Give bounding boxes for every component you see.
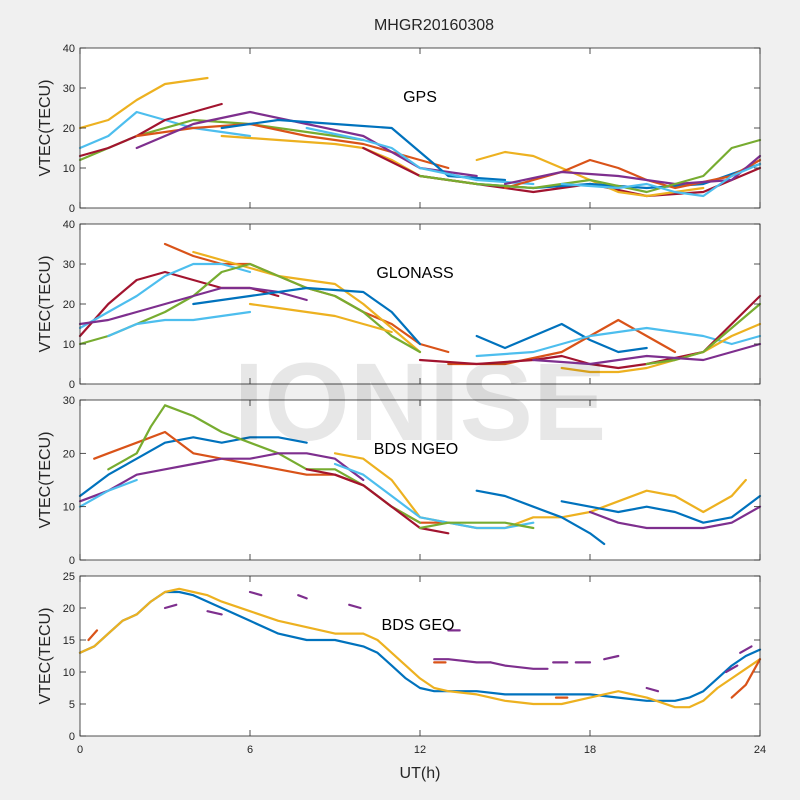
y-tick-label: 0: [69, 731, 75, 743]
series-line: [333, 462, 535, 530]
panel-1: 0 10 20 30 40 VTEC(TECU) GPS: [37, 43, 762, 215]
series-line: [78, 436, 308, 498]
series-line: [206, 610, 223, 616]
x-tick-label: 24: [754, 744, 766, 756]
x-tick-label: 6: [247, 744, 253, 756]
panel-label: BDS GEO: [382, 617, 455, 634]
y-tick-label: 40: [63, 43, 75, 55]
y-tick-label: 20: [63, 299, 75, 311]
series-line: [78, 76, 209, 130]
series-line: [78, 478, 138, 508]
y-tick-label: 20: [63, 603, 75, 615]
series-line: [348, 603, 362, 610]
panel-2: 0 10 20 30 40 VTEC(TECU) GLONASS: [37, 219, 762, 391]
series-line: [78, 102, 223, 158]
series-line: [135, 122, 450, 170]
series-line: [724, 664, 739, 674]
x-tick-label: 12: [414, 744, 426, 756]
y-axis-label: VTEC(TECU): [37, 256, 54, 353]
series-line: [475, 326, 762, 358]
x-tick-label: 18: [584, 744, 596, 756]
series-line: [107, 310, 252, 338]
series-line: [560, 162, 762, 198]
series-line: [645, 686, 660, 693]
panel-3: 0 10 20 30 VTEC(TECU) BDS NGEO: [37, 395, 762, 567]
series-line: [333, 452, 747, 530]
y-tick-label: 20: [63, 448, 75, 460]
axes-background: [80, 576, 760, 736]
series-line: [588, 505, 762, 530]
series-line: [433, 658, 492, 664]
y-tick-label: 0: [69, 555, 75, 567]
series-line: [418, 521, 535, 530]
y-tick-label: 30: [63, 395, 75, 407]
series-line: [248, 590, 263, 597]
series-line: [489, 661, 549, 670]
series-line: [78, 587, 762, 709]
series-line: [532, 342, 762, 366]
series-line: [192, 250, 422, 354]
y-tick-label: 20: [63, 123, 75, 135]
series-line: [297, 594, 308, 600]
panels: 0 10 20 30 40 VTEC(TECU) GPS 0 10 20 30 40 VTEC(TECU…: [37, 43, 766, 782]
y-axis-label: VTEC(TECU): [37, 608, 54, 705]
y-axis-label: VTEC(TECU): [37, 432, 54, 529]
y-tick-label: 15: [63, 635, 75, 647]
axes-background: [80, 400, 760, 560]
series-line: [418, 138, 762, 194]
series-line: [475, 489, 606, 546]
series-line: [503, 158, 762, 190]
series-line: [220, 118, 507, 182]
x-axis-label: UT(h): [400, 765, 441, 782]
figure-title: MHGR20160308: [374, 17, 494, 34]
y-tick-label: 10: [63, 667, 75, 679]
series-line: [248, 302, 393, 334]
y-tick-label: 25: [63, 571, 75, 583]
y-tick-label: 0: [69, 379, 75, 391]
y-tick-label: 5: [69, 699, 75, 711]
series-line: [730, 658, 762, 699]
series-line: [78, 452, 365, 503]
series-line: [305, 468, 450, 535]
series-line: [560, 322, 762, 374]
series-line: [645, 302, 762, 366]
series-line: [560, 494, 762, 524]
series-line: [78, 286, 308, 326]
series-line: [475, 322, 648, 354]
y-tick-label: 10: [63, 502, 75, 514]
series-line: [739, 645, 753, 654]
y-tick-label: 40: [63, 219, 75, 231]
y-tick-label: 30: [63, 259, 75, 271]
y-tick-label: 10: [63, 339, 75, 351]
panel-label: GPS: [403, 89, 437, 106]
x-tick-label: 0: [77, 744, 83, 756]
series-line: [87, 629, 99, 642]
y-axis-label: VTEC(TECU): [37, 80, 54, 177]
series-line: [305, 126, 535, 186]
y-tick-label: 0: [69, 203, 75, 215]
y-tick-label: 30: [63, 83, 75, 95]
series-line: [503, 154, 762, 186]
series-line: [603, 654, 620, 661]
panel-label: GLONASS: [376, 265, 453, 282]
series-line: [78, 262, 252, 330]
panel-label: BDS NGEO: [374, 441, 458, 458]
panel-4: 0 5 10 15 20 25 0 6 12 18 24 VTEC(TECU) BDS GEO UT(h): [37, 571, 766, 782]
series-line: [163, 603, 178, 610]
watermark: IONISE: [234, 341, 607, 464]
y-tick-label: 10: [63, 163, 75, 175]
series-line: [192, 286, 422, 346]
